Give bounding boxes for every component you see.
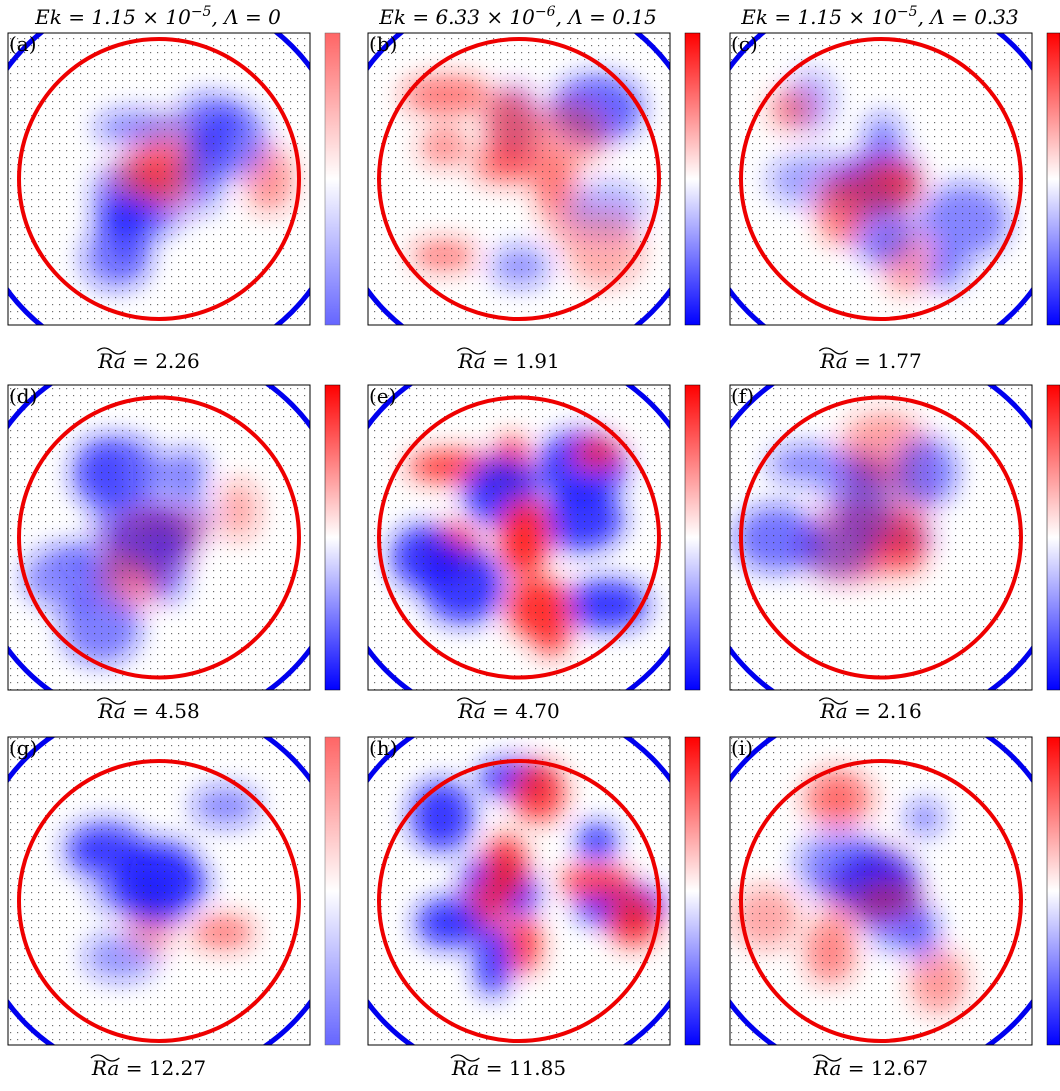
caption-symbol: Ra (91, 1056, 119, 1080)
title-rest: , Λ = 0.15 (556, 5, 657, 29)
colorbar (325, 737, 340, 1045)
caption-symbol: Ra (819, 699, 847, 723)
caption-symbol: Ra (819, 349, 847, 373)
colorbar (685, 385, 700, 690)
caption-value: = 4.58 (126, 699, 200, 723)
panel-label: (h) (369, 736, 398, 760)
panel: (d) Ra = 4.58 (0, 350, 347, 726)
caption-symbol: Ra (97, 349, 125, 373)
vectors (730, 385, 1032, 690)
panel: (f) Ra = 2.16 (693, 350, 1060, 726)
colorbar (325, 385, 340, 690)
panel: (g) Ra = 12.27 (0, 703, 347, 1080)
panel-label: (f) (731, 384, 754, 408)
vectors (368, 737, 670, 1045)
column-title: Ek = 6.33 × 10−6, Λ = 0.15 (378, 4, 656, 29)
vectors (368, 385, 670, 690)
panel-label: (i) (731, 736, 753, 760)
caption-symbol: Ra (457, 699, 485, 723)
caption-value: = 2.26 (126, 349, 200, 373)
panel-label: (a) (9, 32, 37, 56)
caption-symbol: Ra (97, 699, 125, 723)
colorbar (1047, 737, 1060, 1045)
caption-value: = 4.70 (486, 699, 560, 723)
field (0, 0, 347, 367)
title-base: Ek = 6.33 × 10 (378, 5, 535, 29)
vectors (8, 385, 310, 690)
title-exponent: −5 (191, 4, 212, 20)
column-title: Ek = 1.15 × 10−5, Λ = 0.33 (740, 4, 1018, 29)
panel: (c) Ra = 1.77 (693, 0, 1060, 373)
caption-symbol: Ra (457, 349, 485, 373)
caption-symbol: Ra (813, 1056, 841, 1080)
vectors (730, 737, 1032, 1045)
vectors (730, 33, 1032, 325)
caption-value: = 2.16 (848, 699, 922, 723)
caption-value: = 11.85 (479, 1056, 566, 1080)
vectors (8, 737, 310, 1045)
caption-symbol: Ra (451, 1056, 479, 1080)
panel: (e) Ra = 4.70 (331, 350, 707, 726)
title-base: Ek = 1.15 × 10 (34, 5, 191, 29)
caption-value: = 12.67 (841, 1056, 928, 1080)
panel: (i) Ra = 12.67 (693, 703, 1060, 1080)
figure: Ek = 1.15 × 10−5, Λ = 0Ek = 6.33 × 10−6,… (0, 0, 1060, 1087)
caption-value: = 1.77 (848, 349, 922, 373)
colorbar (1047, 385, 1060, 690)
caption-value: = 1.91 (486, 349, 560, 373)
panel-label: (b) (369, 32, 397, 56)
caption-value: = 12.27 (119, 1056, 206, 1080)
vectors (368, 33, 670, 325)
title-rest: , Λ = 0.33 (918, 5, 1019, 29)
field (0, 350, 347, 726)
field (0, 703, 347, 1079)
colorbar (1047, 33, 1060, 325)
colorbar (685, 737, 700, 1045)
panel-label: (g) (9, 736, 37, 760)
panel-label: (e) (369, 384, 396, 408)
panel-label: (c) (731, 32, 758, 56)
panel-label: (d) (9, 384, 37, 408)
colorbar (325, 33, 340, 325)
title-exponent: −5 (897, 4, 918, 20)
column-title: Ek = 1.15 × 10−5, Λ = 0 (34, 4, 281, 29)
panel: (h) Ra = 11.85 (331, 703, 707, 1080)
title-exponent: −6 (535, 4, 556, 20)
title-rest: , Λ = 0 (211, 5, 281, 29)
title-base: Ek = 1.15 × 10 (740, 5, 897, 29)
colorbar (685, 33, 700, 325)
panel: (b) Ra = 1.91 (331, 0, 707, 373)
vectors (8, 33, 310, 325)
panel: (a) Ra = 2.26 (0, 0, 347, 373)
